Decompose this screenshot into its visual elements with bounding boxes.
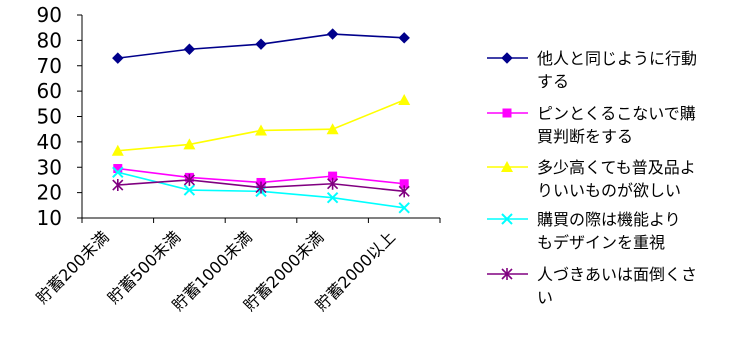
y-tick-label: 40 xyxy=(37,130,62,154)
legend-label: 他人と同じように行動 xyxy=(537,49,697,68)
data-point xyxy=(326,28,339,40)
data-point xyxy=(398,185,410,198)
data-point xyxy=(183,138,196,150)
legend-label: ピンとくるこないで購 xyxy=(537,104,696,123)
data-point xyxy=(112,166,124,179)
data-point xyxy=(112,52,124,64)
data-point xyxy=(111,144,124,156)
data-point xyxy=(326,191,339,204)
data-point xyxy=(328,171,338,181)
legend-label: 人づきあいは面倒くさ xyxy=(537,265,697,284)
legend-label: する xyxy=(537,72,569,91)
data-point xyxy=(255,181,267,194)
series-3 xyxy=(111,94,411,156)
series-1 xyxy=(112,28,410,64)
data-point xyxy=(327,177,339,190)
data-point xyxy=(501,213,513,225)
legend-label: 買判断をする xyxy=(537,127,633,146)
y-tick-label: 80 xyxy=(37,28,62,52)
y-tick-label: 70 xyxy=(37,54,62,78)
data-point xyxy=(255,38,267,50)
x-tick-label: 貯蓄500未満 xyxy=(104,227,184,307)
legend: 他人と同じように行動するピンとくるこないで購買判断をする多少高くても普及品よりい… xyxy=(487,49,697,307)
y-tick-label: 10 xyxy=(37,206,62,230)
series-5 xyxy=(112,173,410,198)
legend-label: 多少高くても普及品よ xyxy=(537,158,696,177)
data-point xyxy=(112,179,124,192)
legend-label: 購買の際は機能より xyxy=(537,210,681,229)
data-point xyxy=(399,179,409,189)
series-layer xyxy=(111,28,411,214)
y-tick-label: 50 xyxy=(37,105,62,129)
data-point xyxy=(398,94,411,106)
x-tick-label: 貯蓄200未満 xyxy=(32,227,112,307)
y-tick-label: 60 xyxy=(37,79,62,103)
legend-label: もデザインを重視 xyxy=(537,233,665,252)
legend-label: い xyxy=(537,288,553,307)
legend-label: りいいものが欲しい xyxy=(537,181,681,200)
data-point xyxy=(183,173,195,186)
data-point xyxy=(502,108,512,118)
data-point xyxy=(398,202,410,214)
data-point xyxy=(501,52,513,64)
y-tick-label: 20 xyxy=(37,181,62,205)
data-point xyxy=(501,161,513,172)
y-tick-label: 90 xyxy=(37,3,62,27)
y-tick-label: 30 xyxy=(37,155,62,179)
data-point xyxy=(183,43,196,55)
data-point xyxy=(255,124,267,136)
data-point xyxy=(183,184,196,196)
data-point xyxy=(113,164,123,174)
data-point xyxy=(501,268,513,280)
data-point xyxy=(398,32,410,44)
data-point xyxy=(326,123,339,135)
